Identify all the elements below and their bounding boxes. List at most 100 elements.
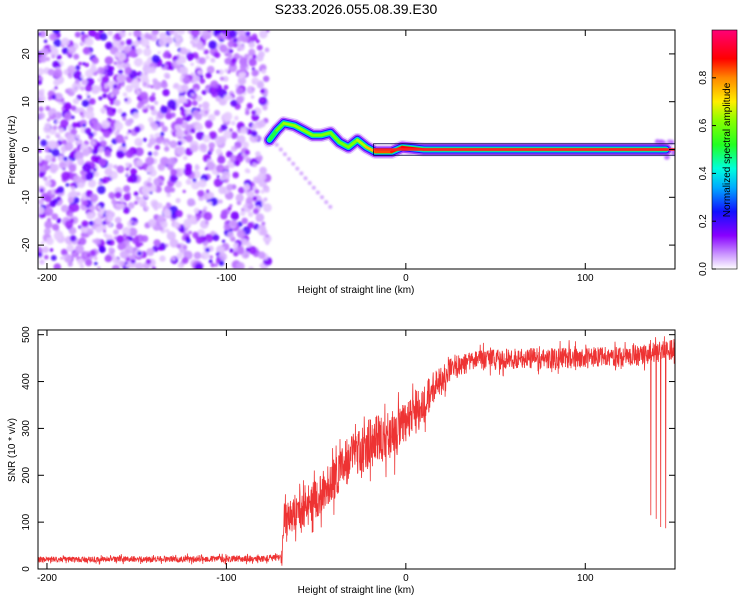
spectrogram-noise-blob — [230, 131, 238, 139]
spectrogram-noise-blob — [183, 167, 193, 176]
spectrogram-noise-blob — [51, 94, 57, 100]
spectrogram-noise-blob — [142, 137, 147, 142]
spectrogram-noise-blob — [152, 81, 162, 90]
spectrogram-noise-blob — [110, 93, 115, 98]
spectrogram-noise-blob — [185, 108, 192, 116]
spectrogram-noise-blob — [76, 191, 81, 197]
spectrogram-streak-blob — [328, 204, 333, 209]
spectrogram-noise-blob — [156, 202, 163, 209]
spectrogram-noise-blob — [119, 250, 128, 259]
spectrogram-noise-blob — [71, 84, 76, 89]
spectrogram-noise-blob — [213, 178, 223, 188]
spectrogram-noise-blob — [265, 234, 270, 238]
spectrogram-noise-blob — [98, 158, 107, 167]
spectrogram-noise-blob — [221, 170, 231, 180]
spectrogram-noise-blob — [200, 144, 207, 150]
spectrogram-noise-blob — [44, 195, 52, 203]
spectrogram-noise-blob — [49, 200, 57, 207]
spectrogram-noise-blob — [252, 196, 258, 201]
spectrogram-noise-blob — [127, 129, 132, 134]
spectrogram-noise-blob — [97, 66, 105, 75]
spectrogram-noise-blob — [201, 251, 210, 260]
spectrogram-noise-blob — [84, 62, 90, 68]
spectrogram-noise-blob — [38, 155, 43, 163]
spectrogram-noise-blob — [144, 194, 149, 199]
spectrogram-noise-blob — [125, 119, 133, 127]
spectrogram-noise-blob — [49, 248, 54, 252]
spectrogram-noise-blob — [103, 65, 108, 70]
spectrogram-noise-blob — [229, 128, 233, 132]
spectrogram-noise-blob — [38, 106, 44, 112]
spectrogram-ridge-core — [320, 131, 332, 137]
spectrogram-noise-blob — [82, 48, 88, 54]
spectrogram-noise-blob — [190, 144, 199, 153]
spectrogram-noise-blob — [125, 38, 133, 46]
x-tick-label: 100 — [577, 273, 594, 284]
spectrogram-noise-blob — [219, 44, 228, 53]
spectrogram-noise-blob — [160, 156, 170, 166]
spectrogram-noise-blob — [233, 160, 240, 167]
spectrogram-noise-blob — [64, 112, 73, 121]
spectrogram-noise-blob — [164, 185, 173, 194]
spectrogram-noise-blob — [130, 168, 138, 176]
spectrogram-noise-blob — [259, 166, 267, 175]
spectrogram-noise-blob — [147, 116, 154, 123]
spectrogram-noise-blob — [54, 111, 63, 120]
spectrogram-noise-blob — [198, 179, 207, 188]
spectrogram-noise-blob — [192, 75, 200, 83]
spectrogram-noise-region — [38, 30, 675, 269]
x-tick-label: -100 — [216, 273, 236, 284]
spectrogram-streak-blob — [278, 147, 283, 152]
spectrogram-noise-blob — [165, 228, 170, 233]
spectrogram-streak-blob — [303, 176, 308, 181]
spectrogram-noise-blob — [195, 131, 205, 140]
spectrogram-noise-blob — [229, 248, 234, 253]
spectrogram-noise-blob — [241, 217, 248, 225]
spectrogram-noise-blob — [202, 192, 211, 201]
spectrogram-noise-blob — [95, 217, 103, 225]
spectrogram-noise-blob — [133, 57, 143, 67]
spectrogram-noise-blob — [205, 220, 209, 225]
spectrogram-noise-blob — [224, 57, 232, 65]
spectrogram-noise-blob — [133, 191, 139, 197]
spectrogram-noise-blob — [151, 92, 156, 97]
y-tick-label: 200 — [21, 467, 32, 484]
spectrogram-noise-blob — [261, 198, 266, 203]
spectrogram-noise-blob — [166, 192, 172, 198]
spectrogram-noise-blob — [53, 39, 62, 47]
spectrogram-noise-blob — [242, 141, 249, 149]
spectrogram-noise-blob — [134, 137, 143, 147]
spectrogram-noise-blob — [86, 38, 91, 44]
spectrogram-noise-blob — [143, 108, 148, 113]
spectrogram-noise-blob — [93, 171, 100, 177]
snr-x-label: Height of straight line (km) — [298, 585, 415, 596]
spectrogram-noise-blob — [190, 128, 196, 134]
spectrogram-noise-blob — [38, 79, 43, 85]
spectrogram-noise-blob — [91, 155, 99, 163]
spectrogram-noise-blob — [194, 88, 198, 93]
spectrogram-noise-blob — [245, 247, 251, 252]
spectrogram-noise-blob — [248, 246, 257, 255]
spectrogram-noise-blob — [71, 251, 78, 258]
spectrogram-noise-blob — [210, 230, 215, 235]
spectrogram-noise-blob — [205, 55, 210, 60]
spectrogram-noise-blob — [147, 177, 152, 182]
spectrogram-ridge-core — [268, 129, 278, 142]
spectrogram-noise-blob — [99, 210, 105, 215]
spectrogram-noise-blob — [221, 30, 229, 35]
spectrogram-noise-blob — [214, 109, 220, 116]
spectrogram-noise-blob — [181, 84, 189, 92]
spectrogram-noise-blob — [154, 100, 159, 105]
spectrogram-noise-blob — [67, 196, 74, 203]
spectrogram-noise-blob — [175, 180, 182, 188]
spectrogram-streak-blob — [324, 200, 329, 205]
spectrogram-noise-blob — [125, 162, 130, 168]
spectrogram-noise-blob — [203, 49, 209, 55]
spectrogram-noise-blob — [240, 210, 246, 216]
spectrogram-noise-blob — [75, 134, 81, 139]
spectrogram-noise-blob — [73, 53, 80, 60]
spectrogram-streak-blob — [299, 171, 304, 176]
spectrogram-noise-blob — [48, 148, 53, 153]
spectrogram-noise-blob — [101, 119, 110, 129]
y-tick-label: 100 — [21, 513, 32, 530]
